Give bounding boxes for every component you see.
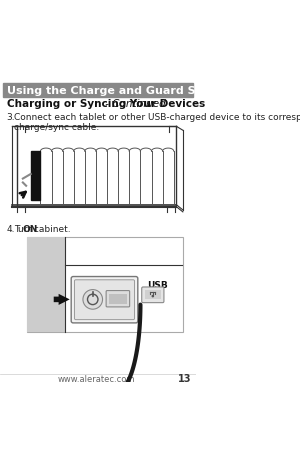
Text: 3.: 3. [7, 113, 15, 122]
FancyBboxPatch shape [106, 291, 130, 307]
Circle shape [152, 295, 154, 298]
FancyArrowPatch shape [54, 294, 70, 305]
Bar [3, 83, 193, 98]
Text: Charging or Syncing Your Devices: Charging or Syncing Your Devices [7, 99, 205, 109]
Text: Connect each tablet or other USB-charged device to its corresponding
charge/sync: Connect each tablet or other USB-charged… [14, 113, 300, 132]
Text: 4.: 4. [7, 225, 15, 234]
Bar [27, 238, 65, 332]
FancyBboxPatch shape [142, 288, 164, 303]
Bar [145, 291, 161, 300]
Text: USB: USB [147, 280, 168, 289]
Bar [31, 152, 40, 200]
Bar [27, 238, 183, 332]
Bar [109, 294, 127, 304]
Text: ON: ON [22, 225, 38, 234]
Bar [5, 124, 189, 220]
Circle shape [83, 290, 103, 309]
Text: - Continued: - Continued [102, 99, 166, 109]
Text: Using the Charge and Guard Secure: Using the Charge and Guard Secure [7, 86, 230, 96]
Text: Turn: Turn [14, 225, 36, 234]
FancyBboxPatch shape [71, 277, 138, 323]
FancyBboxPatch shape [74, 280, 134, 320]
Text: www.aleratec.com: www.aleratec.com [58, 374, 135, 383]
Text: cabinet.: cabinet. [31, 225, 70, 234]
Text: 13: 13 [178, 374, 192, 383]
